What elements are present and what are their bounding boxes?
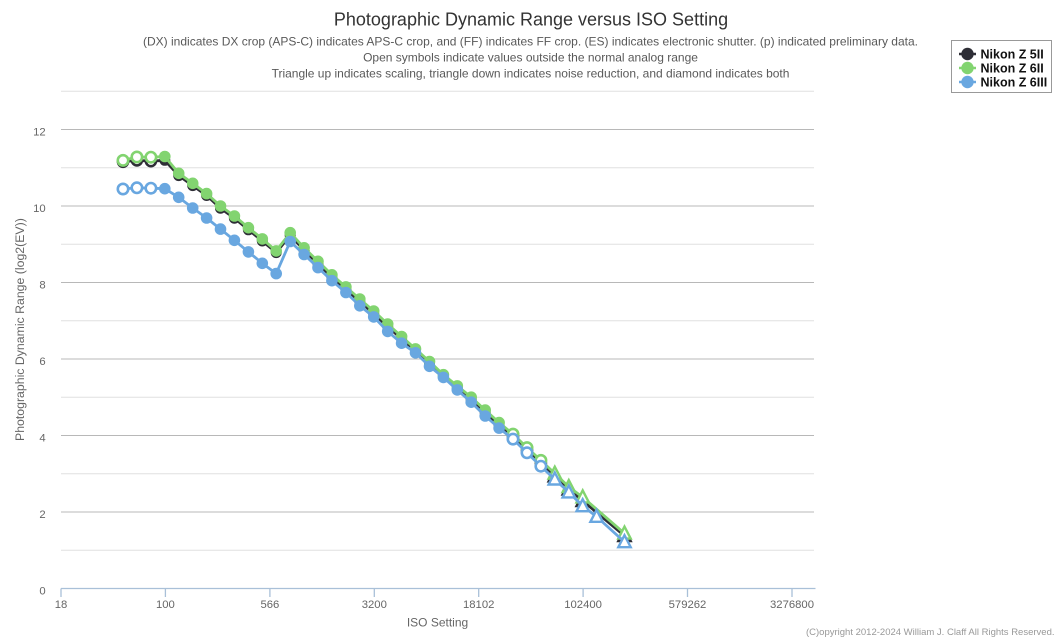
svg-text:Nikon Z 5II: Nikon Z 5II <box>981 47 1044 61</box>
svg-text:8: 8 <box>39 279 45 291</box>
svg-text:Photographic Dynamic Range (lo: Photographic Dynamic Range (log2(EV)) <box>13 218 27 441</box>
svg-text:0: 0 <box>39 585 45 597</box>
svg-text:Photographic Dynamic Range ver: Photographic Dynamic Range versus ISO Se… <box>334 10 728 30</box>
svg-text:102400: 102400 <box>564 599 602 611</box>
svg-text:Nikon Z 6II: Nikon Z 6II <box>981 61 1044 75</box>
svg-text:12: 12 <box>33 126 46 138</box>
svg-text:566: 566 <box>260 599 279 611</box>
svg-text:3200: 3200 <box>362 599 387 611</box>
svg-text:ISO Setting: ISO Setting <box>407 615 468 629</box>
svg-text:Nikon Z 6III: Nikon Z 6III <box>981 75 1048 89</box>
svg-text:100: 100 <box>156 599 175 611</box>
svg-text:(DX) indicates DX crop (APS-C): (DX) indicates DX crop (APS-C) indicates… <box>143 35 918 49</box>
svg-text:2: 2 <box>39 509 45 521</box>
svg-text:Triangle up indicates scaling,: Triangle up indicates scaling, triangle … <box>272 67 790 81</box>
svg-text:3276800: 3276800 <box>770 599 814 611</box>
svg-text:18102: 18102 <box>463 599 494 611</box>
svg-text:4: 4 <box>39 432 45 444</box>
svg-text:Open symbols indicate values o: Open symbols indicate values outside the… <box>363 51 698 65</box>
svg-text:10: 10 <box>33 203 46 215</box>
svg-text:18: 18 <box>55 599 68 611</box>
svg-text:(C)opyright 2012-2024 William: (C)opyright 2012-2024 William J. Claff A… <box>806 627 1055 638</box>
svg-text:6: 6 <box>39 356 45 368</box>
svg-text:579262: 579262 <box>669 599 707 611</box>
